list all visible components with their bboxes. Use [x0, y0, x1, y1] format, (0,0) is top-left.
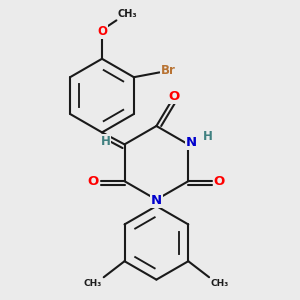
- Text: O: O: [214, 175, 225, 188]
- Text: CH₃: CH₃: [211, 279, 229, 288]
- Text: CH₃: CH₃: [118, 9, 138, 19]
- Text: O: O: [168, 90, 180, 103]
- Text: H: H: [202, 130, 212, 143]
- Text: N: N: [151, 194, 162, 207]
- Text: H: H: [100, 135, 110, 148]
- Text: CH₃: CH₃: [84, 279, 102, 288]
- Text: O: O: [97, 25, 107, 38]
- Text: O: O: [88, 175, 99, 188]
- Text: Br: Br: [161, 64, 176, 77]
- Text: N: N: [186, 136, 197, 149]
